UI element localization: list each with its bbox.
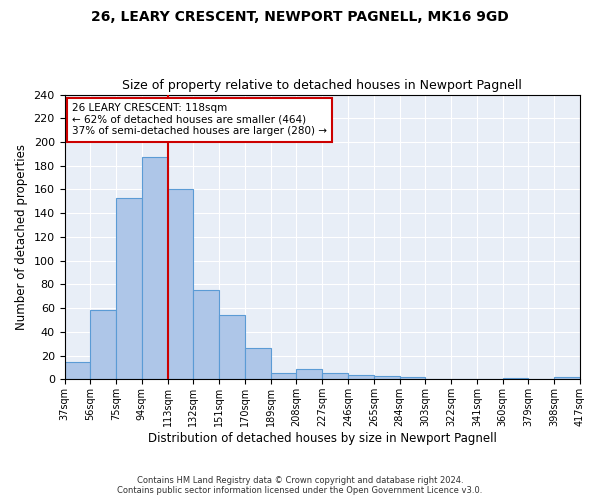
Bar — [554, 377, 580, 380]
Bar — [271, 374, 296, 380]
Bar — [503, 378, 529, 380]
Bar — [167, 190, 193, 380]
Bar — [400, 377, 425, 380]
Bar — [296, 368, 322, 380]
Bar — [348, 374, 374, 380]
Bar — [322, 374, 348, 380]
Bar — [142, 158, 167, 380]
X-axis label: Distribution of detached houses by size in Newport Pagnell: Distribution of detached houses by size … — [148, 432, 497, 445]
Text: 26 LEARY CRESCENT: 118sqm
← 62% of detached houses are smaller (464)
37% of semi: 26 LEARY CRESCENT: 118sqm ← 62% of detac… — [72, 103, 327, 136]
Bar — [374, 376, 400, 380]
Bar — [219, 315, 245, 380]
Text: 26, LEARY CRESCENT, NEWPORT PAGNELL, MK16 9GD: 26, LEARY CRESCENT, NEWPORT PAGNELL, MK1… — [91, 10, 509, 24]
Bar — [65, 362, 91, 380]
Title: Size of property relative to detached houses in Newport Pagnell: Size of property relative to detached ho… — [122, 79, 522, 92]
Bar — [91, 310, 116, 380]
Y-axis label: Number of detached properties: Number of detached properties — [15, 144, 28, 330]
Bar — [245, 348, 271, 380]
Text: Contains HM Land Registry data © Crown copyright and database right 2024.
Contai: Contains HM Land Registry data © Crown c… — [118, 476, 482, 495]
Bar — [193, 290, 219, 380]
Bar — [116, 198, 142, 380]
